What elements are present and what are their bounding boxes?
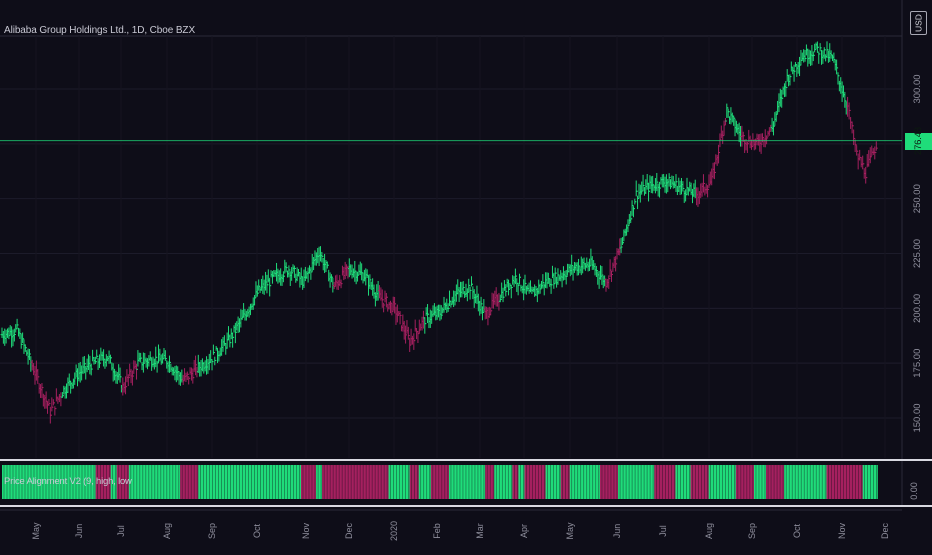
- x-tick-label: May: [31, 522, 41, 540]
- histogram-segment: [560, 465, 570, 499]
- currency-button[interactable]: USD: [910, 11, 927, 35]
- histogram-segment: [512, 465, 519, 499]
- histogram-segment: [690, 465, 709, 499]
- y-tick-label: 175.00: [912, 349, 923, 378]
- histogram-segment: [708, 465, 736, 499]
- histogram-segment: [735, 465, 754, 499]
- histogram-segment: [485, 465, 495, 499]
- histogram-segment: [494, 465, 513, 499]
- x-tick-label: Aug: [704, 523, 714, 539]
- x-tick-label: Jul: [116, 525, 126, 537]
- histogram-segment: [569, 465, 600, 499]
- x-tick-label: Sep: [207, 523, 217, 539]
- x-tick-label: Jun: [612, 524, 622, 539]
- x-tick-label: May: [565, 522, 575, 540]
- histogram-segment: [766, 465, 785, 499]
- y-tick-label: 250.00: [912, 184, 923, 213]
- x-tick-label: Dec: [344, 523, 354, 540]
- histogram-segment: [316, 465, 323, 499]
- y-tick-label: 225.00: [912, 239, 923, 268]
- histogram-segment: [409, 465, 419, 499]
- histogram-segment: [116, 465, 129, 499]
- histogram-segment: [524, 465, 546, 499]
- x-tick-label: Sep: [747, 523, 757, 539]
- indicator-label: Price Alignment V2 (9, high, low: [4, 476, 132, 487]
- histogram-segment: [95, 465, 111, 499]
- x-tick-label: 2020: [389, 521, 399, 541]
- axes: 150.00 175.00 200.00 225.00 250.00 300.00 May J…: [0, 74, 923, 541]
- y-tick-label: 200.00: [912, 294, 923, 323]
- x-tick-label: Feb: [432, 523, 442, 539]
- histogram-segment: [300, 465, 317, 499]
- y-tick-label: 300.00: [912, 74, 923, 103]
- indicator-histogram: 0.00: [0, 459, 932, 507]
- x-tick-label: Apr: [519, 524, 529, 538]
- histogram-segment: [545, 465, 561, 499]
- histogram-segment: [654, 465, 676, 499]
- x-tick-label: Nov: [837, 523, 847, 540]
- indicator-zero-label: 0.00: [909, 482, 919, 500]
- x-tick-label: Aug: [162, 523, 172, 539]
- histogram-segment: [180, 465, 199, 499]
- histogram-segment: [448, 465, 486, 499]
- histogram-segment: [675, 465, 691, 499]
- x-tick-label: Jun: [74, 524, 84, 539]
- histogram-segment: [128, 465, 181, 499]
- x-tick-label: Dec: [880, 523, 890, 540]
- histogram-segment: [862, 465, 878, 499]
- histogram-segment: [826, 465, 863, 499]
- y-tick-label: 150.00: [912, 403, 923, 432]
- x-tick-label: Oct: [792, 524, 802, 539]
- last-price-tag: 276.48: [905, 128, 932, 155]
- x-tick-label: Jul: [658, 525, 668, 537]
- chart-title: Alibaba Group Holdings Ltd., 1D, Cboe BZ…: [4, 25, 196, 36]
- histogram-segment: [753, 465, 767, 499]
- grid-lines: [0, 0, 903, 505]
- histogram-segment: [110, 465, 117, 499]
- histogram-segment: [430, 465, 449, 499]
- histogram-segment: [618, 465, 655, 499]
- histogram-segment: [518, 465, 525, 499]
- histogram-segment: [322, 465, 389, 499]
- x-tick-label: Nov: [301, 523, 311, 540]
- histogram-segment: [599, 465, 619, 499]
- histogram-segment: [198, 465, 301, 499]
- price-bars: [0, 41, 878, 424]
- histogram-segment: [784, 465, 827, 499]
- x-tick-label: Mar: [475, 523, 485, 539]
- x-tick-label: Oct: [252, 524, 262, 539]
- histogram-segment: [418, 465, 431, 499]
- histogram-segment: [388, 465, 410, 499]
